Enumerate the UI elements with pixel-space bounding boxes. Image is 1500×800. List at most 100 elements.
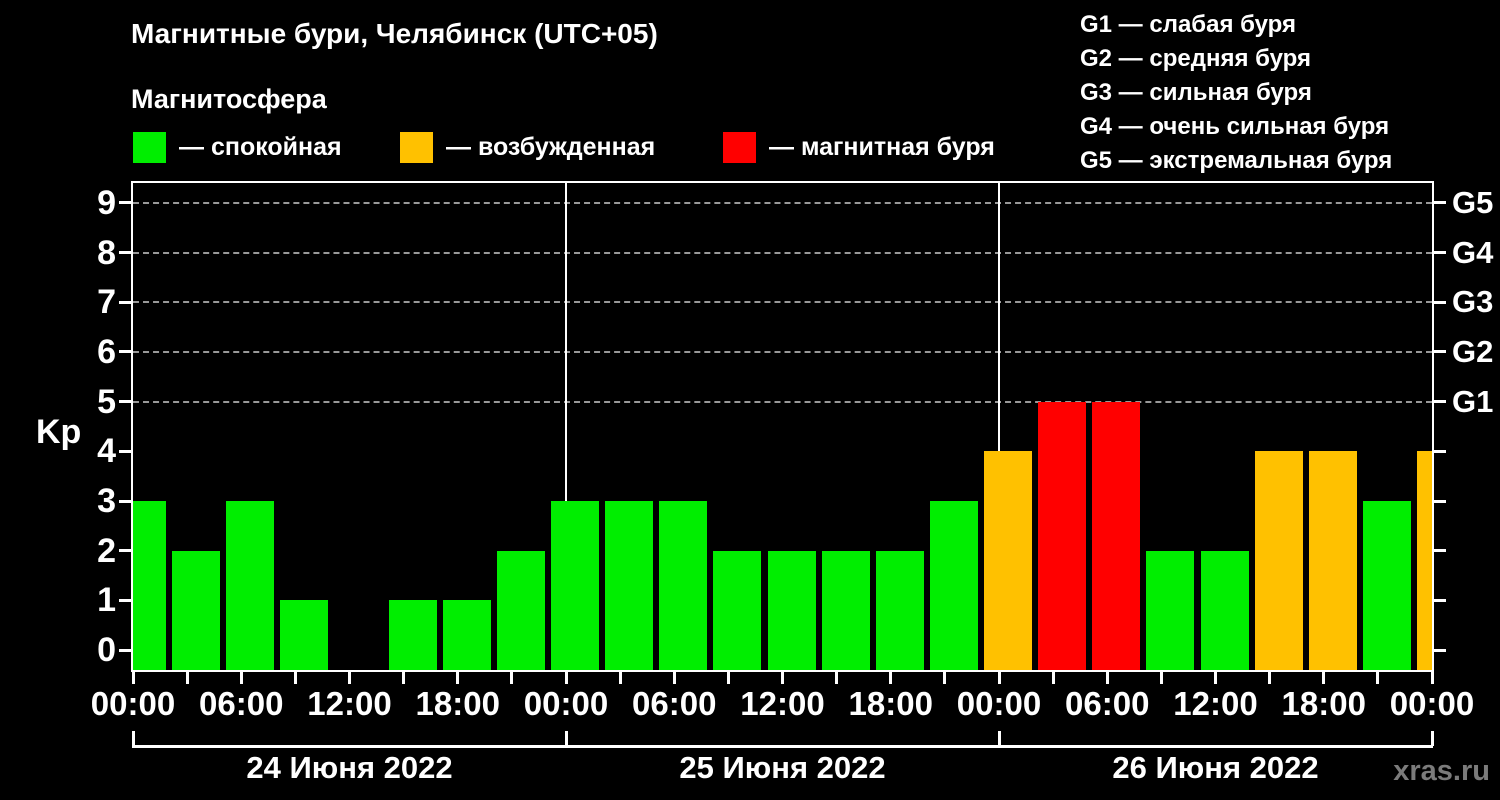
date-bracket-line bbox=[132, 745, 1433, 748]
y-tick-left bbox=[119, 251, 131, 255]
y-tick-label: 9 bbox=[97, 183, 116, 222]
kp-bar bbox=[1308, 451, 1357, 670]
x-tick-label: 12:00 bbox=[307, 685, 392, 722]
y-tick-label: 6 bbox=[97, 332, 116, 371]
kp-bar bbox=[605, 501, 654, 670]
legend-item-storm: — магнитная буря bbox=[723, 131, 995, 164]
y-tick-left bbox=[119, 499, 131, 503]
x-tick bbox=[456, 672, 460, 684]
storm-color-swatch bbox=[723, 132, 756, 163]
x-tick-label: 00:00 bbox=[956, 685, 1042, 722]
chart-subtitle: Магнитосфера bbox=[131, 84, 327, 114]
plot-area bbox=[131, 181, 1434, 672]
y-tick-right bbox=[1434, 499, 1446, 503]
y-tick-label: 3 bbox=[97, 482, 116, 521]
kp-bar bbox=[1254, 451, 1303, 670]
g-level-label: G3 bbox=[1452, 284, 1494, 320]
storm-scale-item-g5: G5 — экстремальная буря bbox=[1080, 147, 1393, 174]
g-level-label: G2 bbox=[1452, 333, 1494, 369]
date-bracket-tick bbox=[131, 731, 135, 746]
y-tick-left bbox=[119, 350, 131, 354]
x-tick bbox=[618, 672, 622, 684]
kp-bar bbox=[1146, 550, 1195, 670]
kp-bar bbox=[659, 501, 708, 670]
storm-scale-item-g4: G4 — очень сильная буря bbox=[1080, 113, 1390, 140]
x-tick-label: 18:00 bbox=[848, 685, 933, 722]
date-label: 24 Июня 2022 bbox=[246, 750, 453, 785]
kp-bar bbox=[551, 501, 600, 670]
legend-label-excited: — возбужденная bbox=[446, 133, 656, 161]
y-tick-label: 7 bbox=[97, 283, 116, 322]
y-tick-right bbox=[1434, 201, 1446, 205]
x-tick bbox=[564, 672, 568, 684]
x-tick-label: 18:00 bbox=[415, 685, 500, 722]
y-tick-right bbox=[1434, 449, 1446, 453]
kp-bar bbox=[226, 501, 275, 670]
kp-bar bbox=[929, 501, 978, 670]
page-title: Магнитные бури, Челябинск (UTC+05) bbox=[131, 18, 658, 49]
kp-bar bbox=[280, 600, 329, 670]
x-tick-label: 00:00 bbox=[523, 685, 609, 722]
legend-label-storm: — магнитная буря bbox=[769, 133, 995, 161]
y-tick-label: 4 bbox=[97, 432, 116, 471]
x-tick-label: 18:00 bbox=[1281, 685, 1366, 722]
y-tick-left bbox=[119, 648, 131, 652]
x-tick-label: 00:00 bbox=[1389, 685, 1475, 722]
x-tick bbox=[1268, 672, 1272, 684]
x-tick bbox=[997, 672, 1001, 684]
kp-bar bbox=[875, 550, 924, 670]
x-tick bbox=[835, 672, 839, 684]
x-tick bbox=[889, 672, 893, 684]
kp-bar bbox=[172, 550, 221, 670]
storm-scale-item-g2: G2 — средняя буря bbox=[1080, 45, 1311, 72]
x-tick bbox=[1159, 672, 1163, 684]
x-tick bbox=[1322, 672, 1326, 684]
y-tick-left bbox=[119, 201, 131, 205]
date-bracket-tick bbox=[997, 731, 1001, 746]
y-tick-label: 5 bbox=[97, 382, 116, 421]
day-boundary-line bbox=[998, 183, 1000, 670]
x-tick bbox=[943, 672, 947, 684]
storm-scale-item-g1: G1 — слабая буря bbox=[1080, 11, 1297, 38]
x-tick bbox=[510, 672, 514, 684]
storm-scale-legend: G1 — слабая буря G2 — средняя буря G3 — … bbox=[1080, 8, 1392, 178]
y-tick-left bbox=[119, 598, 131, 602]
x-tick bbox=[348, 672, 351, 684]
date-label: 25 Июня 2022 bbox=[679, 750, 886, 785]
x-tick bbox=[293, 672, 297, 684]
gridline-kp9 bbox=[133, 201, 1432, 204]
y-tick-label: 2 bbox=[97, 531, 116, 570]
x-tick-label: 06:00 bbox=[1065, 685, 1150, 722]
date-bracket-tick bbox=[1430, 731, 1434, 746]
date-bracket-tick bbox=[564, 731, 568, 746]
quiet-color-swatch bbox=[133, 132, 166, 163]
gridline-kp8 bbox=[133, 251, 1432, 254]
y-tick-label: 0 bbox=[97, 631, 116, 670]
y-tick-right bbox=[1434, 549, 1446, 553]
kp-bar bbox=[767, 550, 816, 670]
kp-bar bbox=[821, 550, 870, 670]
y-tick-right bbox=[1434, 400, 1446, 404]
y-tick-left bbox=[119, 400, 131, 404]
x-tick bbox=[1105, 672, 1109, 684]
gridline-kp5 bbox=[133, 400, 1432, 403]
x-tick bbox=[672, 672, 676, 684]
y-axis-title: Kp bbox=[36, 413, 82, 451]
x-tick bbox=[185, 672, 189, 684]
kp-bar bbox=[1200, 550, 1249, 670]
g-level-label: G5 bbox=[1452, 184, 1494, 220]
gridline-kp6 bbox=[133, 350, 1432, 353]
y-tick-right bbox=[1434, 350, 1446, 354]
date-label: 26 Июня 2022 bbox=[1112, 750, 1319, 785]
x-tick bbox=[239, 672, 243, 684]
x-tick bbox=[131, 672, 135, 684]
g-level-label: G4 bbox=[1452, 234, 1494, 270]
y-tick-left bbox=[119, 549, 131, 553]
x-tick bbox=[1051, 672, 1055, 684]
excited-color-swatch bbox=[400, 132, 433, 163]
kp-bar bbox=[388, 600, 437, 670]
y-tick-right bbox=[1434, 648, 1446, 652]
kp-bar bbox=[496, 550, 545, 670]
x-tick bbox=[1376, 672, 1380, 684]
legend-item-excited: — возбужденная bbox=[400, 131, 655, 164]
